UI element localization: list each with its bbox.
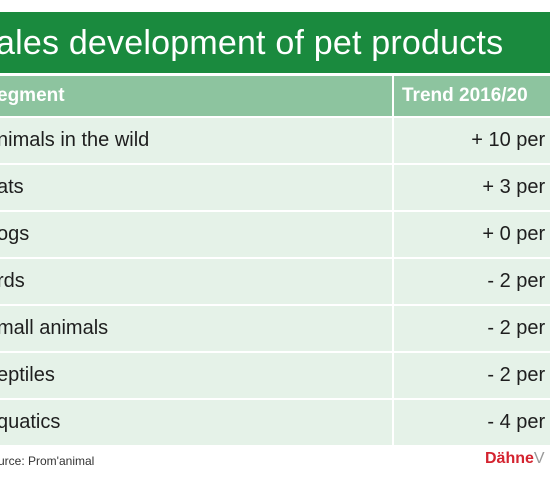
header-trend: Trend 2016/20 [402, 85, 528, 106]
table-row: ogs + 0 per cen [0, 212, 550, 257]
segment-cell: ats [0, 176, 24, 198]
table-row: mall animals - 2 per cen [0, 306, 550, 351]
trend-cell: + 10 per cen [471, 129, 550, 151]
trend-cell: - 4 per cen [487, 411, 550, 433]
segment-cell: rds [0, 270, 25, 292]
table-row: rds - 2 per cen [0, 259, 550, 304]
table-row: eptiles - 2 per cen [0, 353, 550, 398]
row-divider [392, 118, 394, 163]
row-divider [392, 212, 394, 257]
table-row: nimals in the wild + 10 per cen [0, 118, 550, 163]
logo-part-1: Dähne [485, 450, 534, 467]
header-segment: egment [0, 85, 65, 106]
trend-cell: - 2 per cen [487, 317, 550, 339]
column-divider [392, 76, 394, 116]
logo-part-2: V [533, 450, 545, 467]
segment-cell: mall animals [0, 317, 109, 339]
row-divider [392, 165, 394, 210]
trend-cell: + 0 per cen [482, 223, 550, 245]
row-divider [392, 259, 394, 304]
title-band: ales development of pet products [0, 12, 550, 73]
row-divider [392, 400, 394, 445]
chart-title: ales development of pet products [0, 23, 504, 62]
table-body: nimals in the wild + 10 per cen ats + 3 per… [0, 118, 550, 447]
segment-cell: ogs [0, 223, 30, 245]
row-divider [392, 306, 394, 351]
table-row: ats + 3 per cen [0, 165, 550, 210]
publisher-logo: DähneV [485, 450, 545, 468]
table-header: egment Trend 2016/20 [0, 76, 550, 116]
trend-cell: + 3 per cen [482, 176, 550, 198]
row-divider [392, 353, 394, 398]
segment-cell: eptiles [0, 364, 55, 386]
segment-cell: nimals in the wild [0, 129, 150, 151]
trend-cell: - 2 per cen [487, 364, 550, 386]
segment-cell: quatics [0, 411, 61, 433]
source-note: urce: Prom'animal [0, 454, 95, 468]
trend-cell: - 2 per cen [487, 270, 550, 292]
table-row: quatics - 4 per cen [0, 400, 550, 445]
